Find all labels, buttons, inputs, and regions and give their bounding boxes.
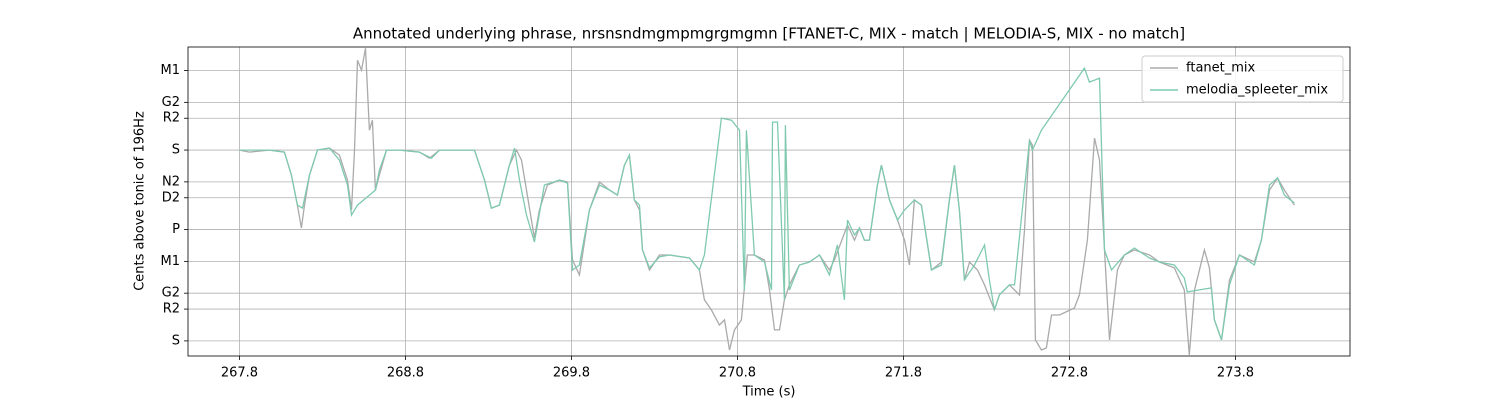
x-tick-label: 270.8 bbox=[719, 366, 756, 381]
y-tick-label: R2 bbox=[163, 111, 180, 126]
x-tick-label: 273.8 bbox=[1217, 366, 1254, 381]
line-series bbox=[239, 66, 1295, 341]
legend-label: ftanet_mix bbox=[1186, 61, 1256, 76]
x-tick-label: 267.8 bbox=[221, 366, 258, 381]
legend-box bbox=[1141, 55, 1344, 103]
x-axis-label: Time (s) bbox=[742, 385, 796, 400]
y-tick-label: R2 bbox=[163, 302, 180, 317]
chart-title: Annotated underlying phrase, nrsnsndmgmp… bbox=[353, 25, 1185, 43]
x-tick-label: 269.8 bbox=[553, 366, 590, 381]
y-tick-label: M1 bbox=[161, 63, 181, 78]
y-tick-label: N2 bbox=[162, 174, 180, 189]
y-tick-label: S bbox=[172, 333, 180, 348]
x-tick-label: 268.8 bbox=[387, 366, 424, 381]
y-tick-label: P bbox=[172, 222, 180, 237]
y-tick-label: S bbox=[172, 143, 180, 158]
legend-label: melodia_spleeter_mix bbox=[1186, 83, 1328, 98]
y-tick-label: M1 bbox=[161, 254, 181, 269]
plot-frame bbox=[187, 46, 1351, 357]
y-axis-label: Cents above tonic of 196Hz bbox=[133, 111, 148, 291]
x-tick-label: 272.8 bbox=[1051, 366, 1088, 381]
y-tick-label: G2 bbox=[162, 286, 180, 301]
y-tick-label: G2 bbox=[162, 95, 180, 110]
x-tick-label: 271.8 bbox=[885, 366, 922, 381]
y-tick-label: D2 bbox=[162, 190, 180, 205]
